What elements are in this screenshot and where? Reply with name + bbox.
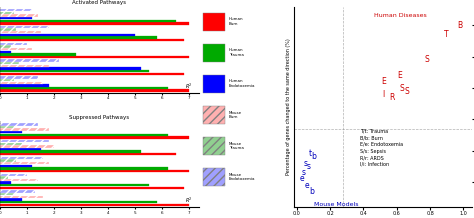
Bar <box>0 193 14 195</box>
Text: E: E <box>398 71 402 80</box>
Title: Activated Pathways: Activated Pathways <box>73 0 127 5</box>
Bar <box>0 84 49 87</box>
Text: Mouse
Trauma: Mouse Trauma <box>229 142 244 150</box>
Bar <box>0 126 14 128</box>
Bar <box>0 67 141 70</box>
Bar <box>0 201 157 203</box>
Bar <box>0 140 49 142</box>
Text: Mouse
Endotoxemia: Mouse Endotoxemia <box>229 173 255 181</box>
Bar <box>0 150 141 153</box>
Text: Mouse
Burn: Mouse Burn <box>229 111 242 119</box>
FancyBboxPatch shape <box>203 137 225 155</box>
Text: E: E <box>381 77 386 86</box>
Bar <box>0 31 41 34</box>
Bar <box>0 157 43 159</box>
Bar <box>0 62 19 65</box>
Text: Human
Trauma: Human Trauma <box>229 48 244 57</box>
Bar <box>0 36 157 39</box>
Bar <box>0 43 27 45</box>
Bar <box>0 53 76 56</box>
Bar <box>0 145 54 148</box>
Bar <box>0 187 184 189</box>
FancyBboxPatch shape <box>203 106 225 124</box>
Text: R: R <box>389 93 394 102</box>
Text: Human Diseases: Human Diseases <box>374 12 427 17</box>
Bar <box>0 174 27 176</box>
Bar <box>0 39 184 41</box>
Bar <box>0 87 168 89</box>
Bar <box>0 181 11 184</box>
Bar <box>0 51 11 53</box>
Text: T/t: Trauma
B/b: Burn
E/e: Endotoxemia
S/s: Sepsis
R/r: ARDS
I/i: Infection: T/t: Trauma B/b: Burn E/e: Endotoxemia S… <box>360 129 403 167</box>
Title: Suppressed Pathways: Suppressed Pathways <box>69 115 129 119</box>
Text: B: B <box>457 21 463 30</box>
Bar <box>0 170 189 172</box>
Text: b: b <box>310 187 314 196</box>
Bar <box>0 29 16 31</box>
Bar <box>0 184 149 186</box>
Bar <box>0 196 43 198</box>
Bar <box>0 65 49 67</box>
Text: $R^2$: $R^2$ <box>185 196 193 205</box>
Bar <box>0 17 32 19</box>
Bar <box>0 22 189 25</box>
Bar <box>0 12 14 14</box>
Text: Human
Endotoxemia: Human Endotoxemia <box>229 79 255 88</box>
FancyBboxPatch shape <box>203 168 225 186</box>
Text: s: s <box>303 159 307 168</box>
Text: S: S <box>424 55 429 64</box>
Bar <box>0 131 22 133</box>
Bar <box>0 165 32 167</box>
Text: I: I <box>383 90 384 99</box>
Bar <box>0 159 16 162</box>
Text: Percentage of genes changed to the same direction (%): Percentage of genes changed to the same … <box>286 38 291 175</box>
Bar <box>0 148 41 150</box>
Bar <box>0 70 149 72</box>
Bar <box>0 134 168 136</box>
FancyBboxPatch shape <box>203 44 225 62</box>
Text: $R^2$: $R^2$ <box>185 82 193 91</box>
Bar <box>0 89 189 92</box>
Bar <box>0 167 168 170</box>
FancyBboxPatch shape <box>203 75 225 93</box>
Bar <box>0 162 49 164</box>
Bar <box>0 34 135 36</box>
Bar <box>0 179 38 181</box>
Bar <box>0 204 189 206</box>
Text: s: s <box>307 162 310 171</box>
Text: Mouse Models: Mouse Models <box>313 202 358 207</box>
Bar <box>0 9 32 11</box>
Bar <box>0 123 38 126</box>
Bar <box>0 14 38 17</box>
Text: S: S <box>404 87 409 96</box>
Bar <box>0 136 189 139</box>
Bar <box>0 60 59 62</box>
Bar <box>0 198 22 201</box>
Bar <box>0 190 35 193</box>
Bar <box>0 153 176 155</box>
Bar <box>0 82 43 84</box>
Bar <box>0 143 22 145</box>
Bar <box>0 128 49 131</box>
Text: e: e <box>300 174 304 183</box>
Bar <box>0 79 14 81</box>
Bar <box>0 48 32 50</box>
Text: T: T <box>444 30 449 39</box>
Bar <box>0 20 176 22</box>
FancyBboxPatch shape <box>203 13 225 31</box>
Bar <box>0 176 8 179</box>
Bar <box>0 76 38 79</box>
Bar <box>0 26 49 28</box>
Bar <box>0 45 11 48</box>
Text: b: b <box>311 152 316 162</box>
Text: s: s <box>301 168 306 177</box>
Text: Human
Burn: Human Burn <box>229 17 244 26</box>
Text: e: e <box>305 181 309 190</box>
Bar <box>0 73 184 75</box>
Bar <box>0 56 189 58</box>
Text: S: S <box>400 83 404 92</box>
Text: t: t <box>309 149 312 158</box>
